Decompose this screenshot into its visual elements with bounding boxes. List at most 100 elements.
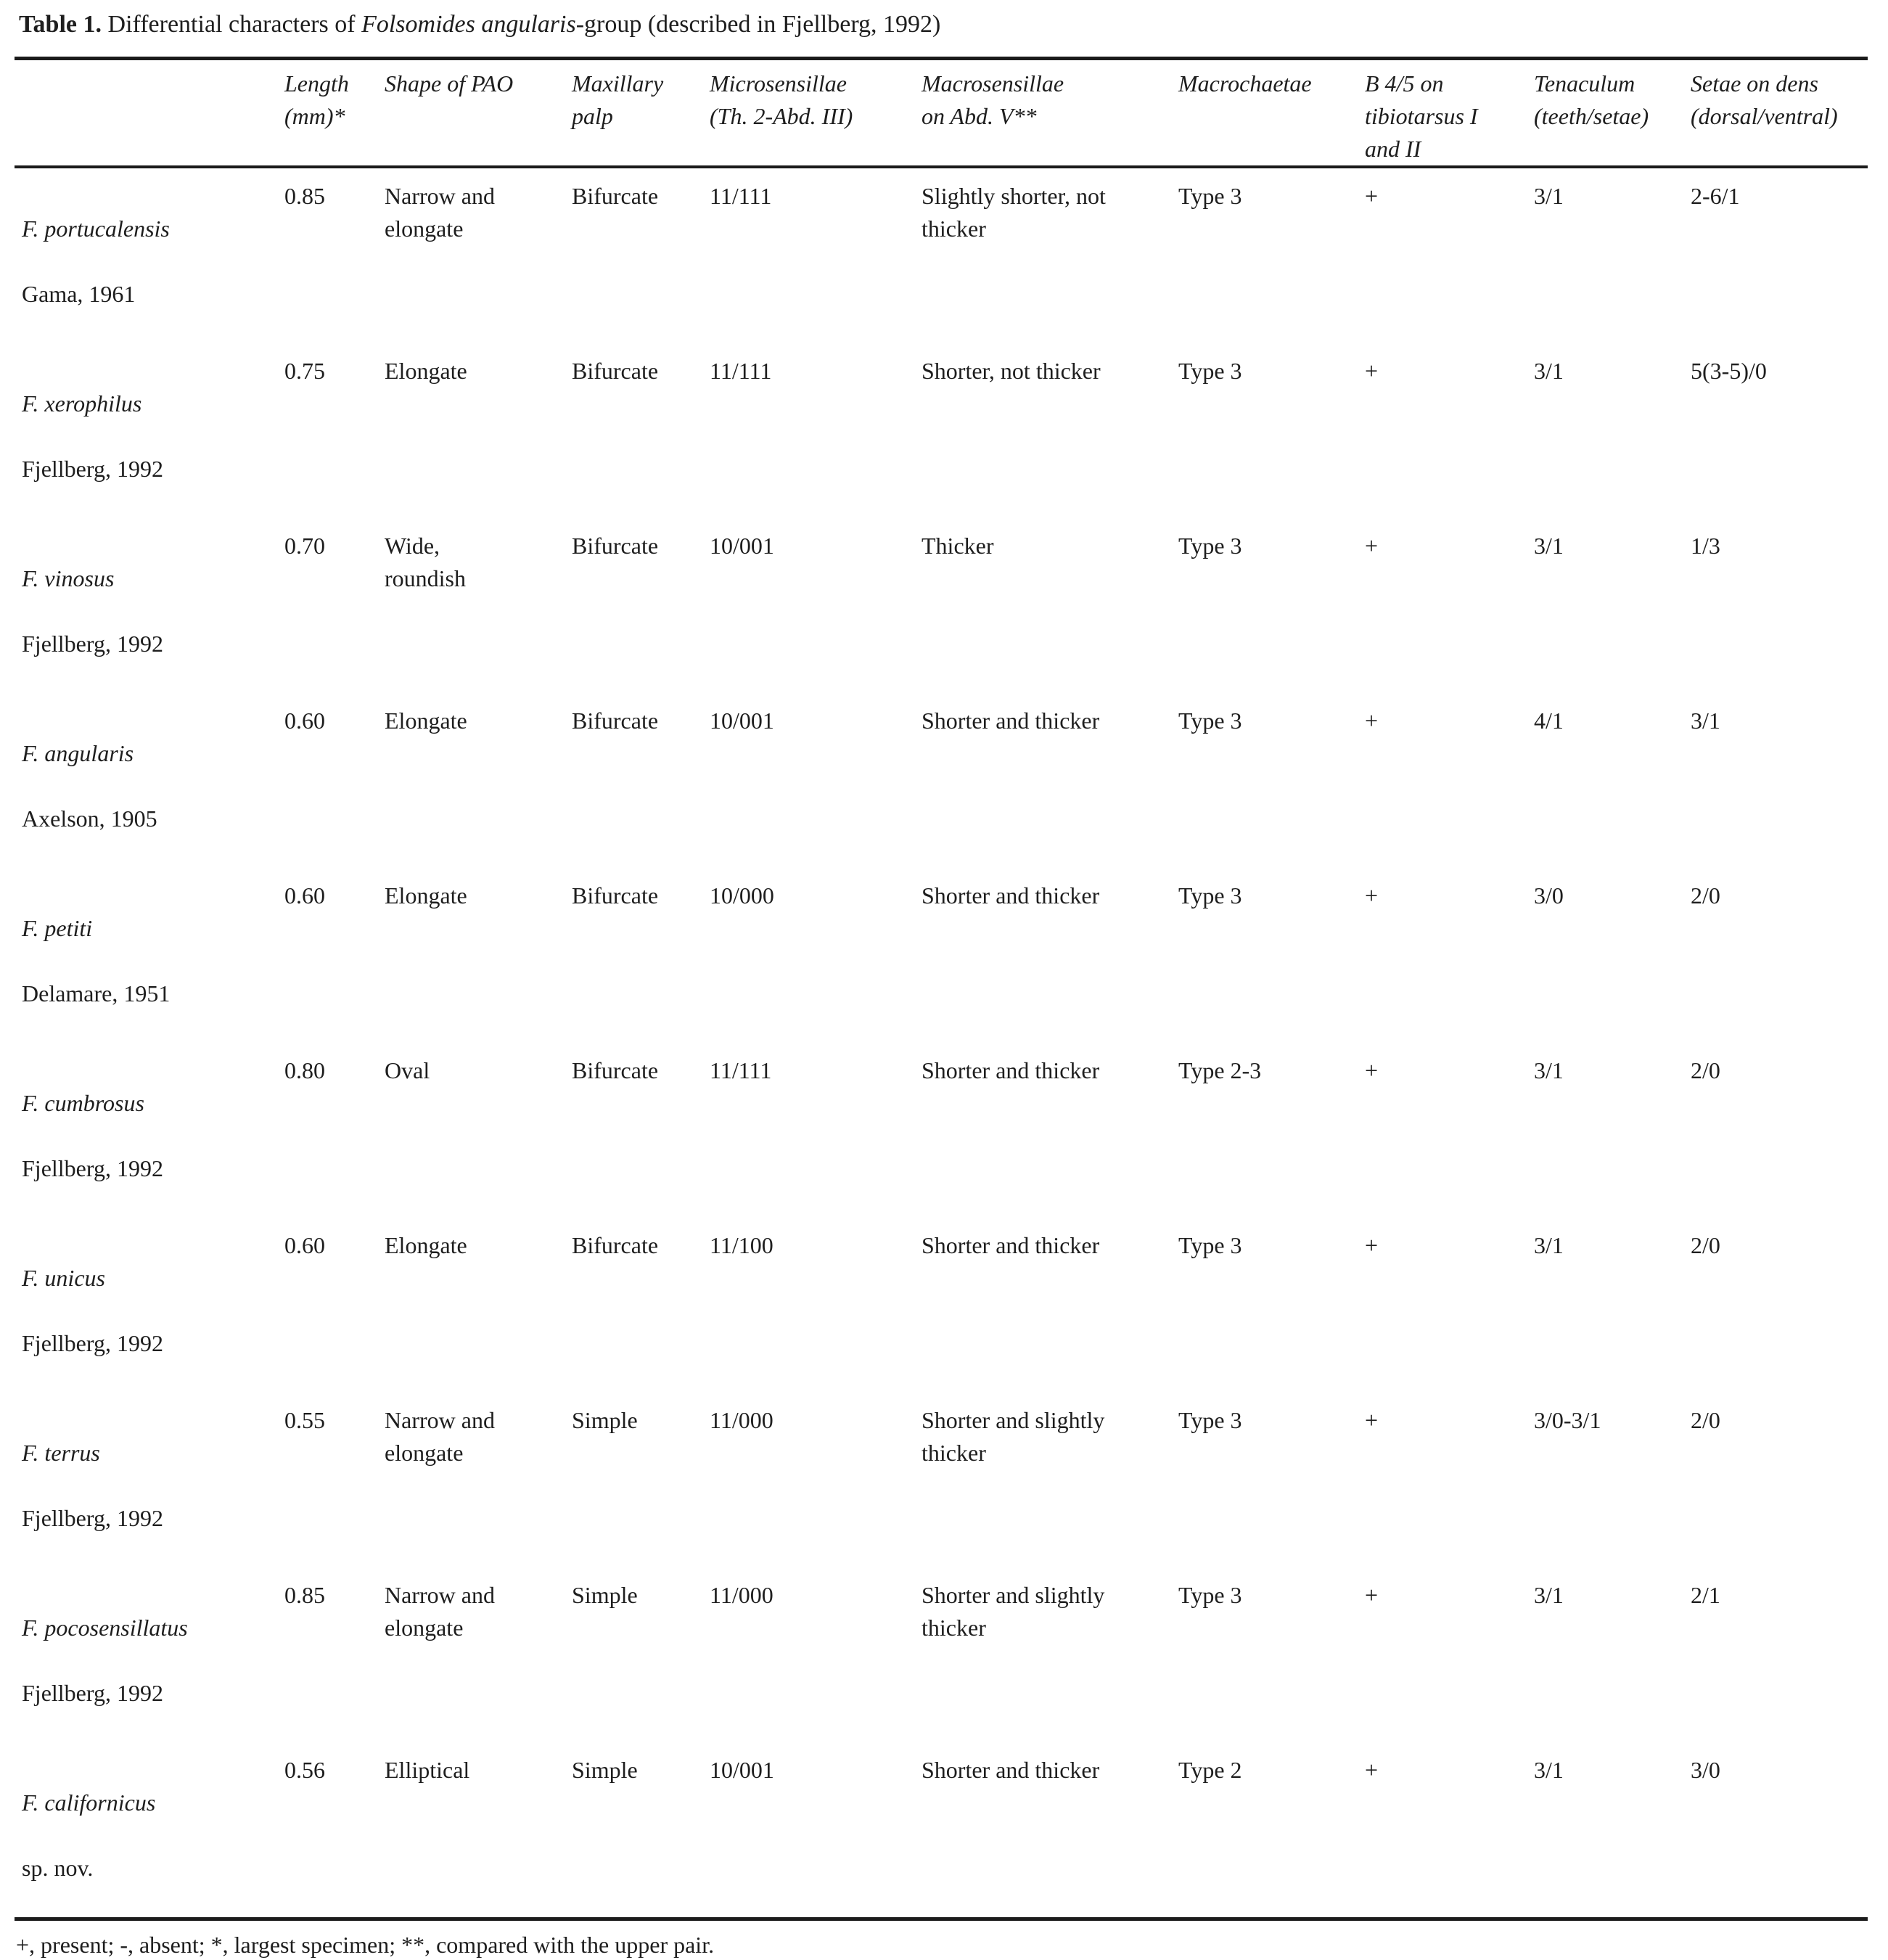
cell-setae-on-dens: 2-6/1: [1691, 183, 1740, 209]
cell-setae-on-dens: 1/3: [1691, 533, 1720, 559]
species-name: F. unicus: [22, 1265, 105, 1291]
cell-tenaculum: 3/1: [1534, 1232, 1564, 1258]
cell-macrosensillae: Shorter and slightly thicker: [922, 1407, 1105, 1466]
cell-species: F. petiti Delamare, 1951: [15, 868, 284, 1043]
cell-macrosensillae: Shorter and thicker: [922, 1757, 1100, 1783]
cell-length: 0.60: [284, 708, 325, 734]
cell-length: 0.60: [284, 1232, 325, 1258]
cell-length: 0.60: [284, 882, 325, 909]
cell-setae-on-dens: 2/0: [1691, 1057, 1720, 1083]
species-authority: Fjellberg, 1992: [22, 456, 163, 482]
header-macrochaetae: Macrochaetae: [1178, 60, 1365, 168]
cell-maxillary-palp: Bifurcate: [572, 708, 659, 734]
header-microsensillae: Microsensillae (Th. 2-Abd. III): [710, 60, 922, 168]
cell-microsensillae: 10/001: [710, 1757, 774, 1783]
cell-macrochaetae: Type 2-3: [1178, 1057, 1262, 1083]
table-row: F. angularis Axelson, 1905 0.60 Elongate…: [15, 693, 1868, 868]
table-footnote: +, present; -, absent; *, largest specim…: [16, 1932, 715, 1958]
header-macrosensillae: Macrosensillae on Abd. V**: [922, 60, 1178, 168]
cell-maxillary-palp: Bifurcate: [572, 358, 659, 384]
header-shape-of-pao: Shape of PAO: [385, 60, 572, 168]
cell-tenaculum: 3/1: [1534, 183, 1564, 209]
species-name: F. petiti: [22, 915, 93, 941]
cell-macrosensillae: Shorter and thicker: [922, 1232, 1100, 1258]
cell-setae-on-dens: 3/0: [1691, 1757, 1720, 1783]
cell-shape-of-pao: Oval: [385, 1057, 430, 1083]
cell-b45-tibiotarsus: +: [1365, 708, 1379, 734]
cell-macrochaetae: Type 3: [1178, 533, 1242, 559]
cell-setae-on-dens: 2/0: [1691, 1407, 1720, 1433]
cell-tenaculum: 3/1: [1534, 358, 1564, 384]
table-caption-species-group: Folsomides angularis: [361, 11, 576, 38]
cell-species: F. portucalensis Gama, 1961: [15, 167, 284, 343]
species-name: F. terrus: [22, 1440, 100, 1466]
cell-maxillary-palp: Simple: [572, 1757, 638, 1783]
species-name: F. pocosensillatus: [22, 1615, 188, 1641]
cell-b45-tibiotarsus: +: [1365, 1057, 1379, 1083]
cell-length: 0.55: [284, 1407, 325, 1433]
species-name: F. portucalensis: [22, 216, 170, 242]
cell-species: F. cumbrosus Fjellberg, 1992: [15, 1043, 284, 1218]
table-caption-label: Table 1.: [19, 11, 102, 38]
table-row: F. terrus Fjellberg, 1992 0.55 Narrow an…: [15, 1393, 1868, 1567]
species-authority: Fjellberg, 1992: [22, 1330, 163, 1356]
cell-species: F. angularis Axelson, 1905: [15, 693, 284, 868]
species-name: F. californicus: [22, 1789, 156, 1816]
cell-tenaculum: 3/1: [1534, 1582, 1564, 1608]
cell-shape-of-pao: Elliptical: [385, 1757, 470, 1783]
header-tenaculum: Tenaculum (teeth/setae): [1534, 60, 1691, 168]
header-setae-on-dens: Setae on dens (dorsal/ventral): [1691, 60, 1868, 168]
cell-maxillary-palp: Bifurcate: [572, 1057, 659, 1083]
cell-b45-tibiotarsus: +: [1365, 1232, 1379, 1258]
cell-b45-tibiotarsus: +: [1365, 533, 1379, 559]
table-body: F. portucalensis Gama, 1961 0.85 Narrow …: [15, 167, 1868, 1919]
species-authority: Axelson, 1905: [22, 805, 157, 832]
cell-maxillary-palp: Simple: [572, 1582, 638, 1608]
cell-macrosensillae: Thicker: [922, 533, 994, 559]
species-authority: Gama, 1961: [22, 281, 136, 307]
table-header: Length (mm)* Shape of PAO Maxillary palp…: [15, 60, 1868, 168]
cell-macrosensillae: Shorter, not thicker: [922, 358, 1101, 384]
cell-macrochaetae: Type 2: [1178, 1757, 1242, 1783]
cell-macrochaetae: Type 3: [1178, 708, 1242, 734]
cell-shape-of-pao: Narrow and elongate: [385, 1407, 495, 1466]
cell-macrochaetae: Type 3: [1178, 1582, 1242, 1608]
cell-species: F. pocosensillatus Fjellberg, 1992: [15, 1567, 284, 1742]
cell-shape-of-pao: Elongate: [385, 358, 467, 384]
cell-microsensillae: 10/000: [710, 882, 774, 909]
cell-microsensillae: 11/000: [710, 1582, 773, 1608]
cell-macrochaetae: Type 3: [1178, 1232, 1242, 1258]
cell-shape-of-pao: Narrow and elongate: [385, 183, 495, 242]
species-name: F. xerophilus: [22, 390, 142, 417]
cell-species: F. unicus Fjellberg, 1992: [15, 1218, 284, 1393]
cell-macrosensillae: Slightly shorter, not thicker: [922, 183, 1106, 242]
cell-length: 0.56: [284, 1757, 325, 1783]
cell-maxillary-palp: Bifurcate: [572, 183, 659, 209]
cell-macrosensillae: Shorter and thicker: [922, 882, 1100, 909]
cell-b45-tibiotarsus: +: [1365, 1582, 1379, 1608]
cell-shape-of-pao: Elongate: [385, 882, 467, 909]
cell-tenaculum: 3/1: [1534, 1057, 1564, 1083]
cell-setae-on-dens: 2/0: [1691, 882, 1720, 909]
cell-macrosensillae: Shorter and thicker: [922, 708, 1100, 734]
cell-shape-of-pao: Narrow and elongate: [385, 1582, 495, 1641]
cell-length: 0.80: [284, 1057, 325, 1083]
cell-macrochaetae: Type 3: [1178, 183, 1242, 209]
header-species: [15, 60, 284, 168]
table-row: F. unicus Fjellberg, 1992 0.60 Elongate …: [15, 1218, 1868, 1393]
cell-length: 0.85: [284, 1582, 325, 1608]
table-row: F. xerophilus Fjellberg, 1992 0.75 Elong…: [15, 343, 1868, 518]
cell-macrochaetae: Type 3: [1178, 882, 1242, 909]
species-authority: Fjellberg, 1992: [22, 1680, 163, 1706]
cell-species: F. californicus sp. nov.: [15, 1742, 284, 1919]
species-authority: Fjellberg, 1992: [22, 1155, 163, 1181]
header-row: Length (mm)* Shape of PAO Maxillary palp…: [15, 60, 1868, 168]
table-row: F. californicus sp. nov. 0.56 Elliptical…: [15, 1742, 1868, 1919]
cell-maxillary-palp: Bifurcate: [572, 533, 659, 559]
paper-table-page: Table 1. Differential characters of Fols…: [0, 9, 1888, 1958]
cell-b45-tibiotarsus: +: [1365, 882, 1379, 909]
cell-maxillary-palp: Bifurcate: [572, 882, 659, 909]
species-name: F. vinosus: [22, 565, 115, 591]
table-row: F. petiti Delamare, 1951 0.60 Elongate B…: [15, 868, 1868, 1043]
table-caption-suffix: -group (described in Fjellberg, 1992): [575, 11, 941, 38]
